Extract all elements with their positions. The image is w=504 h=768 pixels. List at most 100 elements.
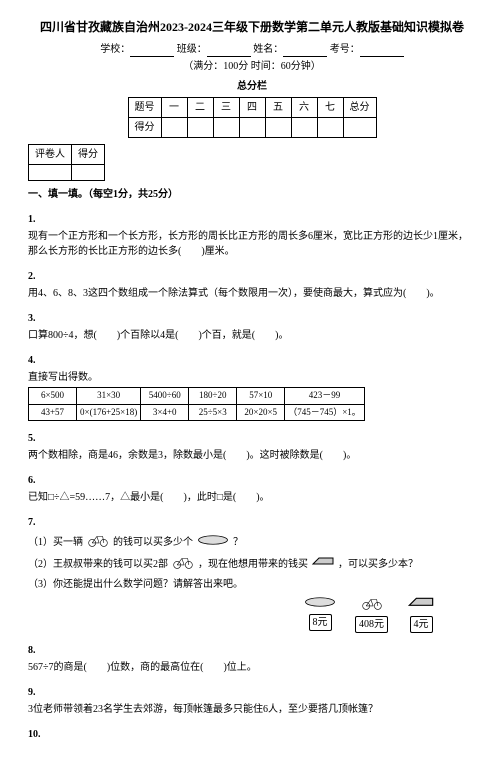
examno-blank bbox=[360, 47, 404, 57]
q-num: 6. bbox=[28, 473, 476, 488]
q-text: 已知□÷△=59……7，△最小是( )，此时□是( )。 bbox=[28, 490, 476, 505]
cell: 四 bbox=[239, 98, 265, 118]
q-num: 4. bbox=[28, 353, 476, 368]
q7-line2: （2）王叔叔带来的钱可以买2部 ，现在他想用带来的钱买 ，可以买多少本？ bbox=[28, 555, 476, 574]
table-row: 43+57 0×(176+25×18) 3×4+0 25÷5×3 20×20×5… bbox=[29, 404, 365, 421]
q-text: 用4、6、8、3这四个数组成一个除法算式（每个数限用一次），要使商最大，算式应为… bbox=[28, 286, 476, 301]
cell bbox=[187, 118, 213, 138]
question-8: 8. 567÷7的商是( )位数，商的最高位在( )位上。 bbox=[28, 643, 476, 675]
cell: 一 bbox=[161, 98, 187, 118]
eraser-icon bbox=[311, 556, 335, 573]
q-text: 现有一个正方形和一个长方形，长方形的周长比正方形的周长多6厘米，宽比正方形的边长… bbox=[28, 229, 476, 259]
bicycle-icon bbox=[360, 596, 384, 615]
cell bbox=[239, 118, 265, 138]
cell: 0×(176+25×18) bbox=[77, 404, 141, 421]
cell: 57×10 bbox=[237, 388, 285, 405]
cell bbox=[29, 165, 72, 181]
q7-l1c: ？ bbox=[233, 535, 243, 550]
q-num: 3. bbox=[28, 311, 476, 326]
oval-item-icon bbox=[196, 534, 230, 551]
cell bbox=[291, 118, 317, 138]
cell: 二 bbox=[187, 98, 213, 118]
question-1: 1. 现有一个正方形和一个长方形，长方形的周长比正方形的周长多6厘米，宽比正方形… bbox=[28, 212, 476, 259]
oval-item-icon bbox=[303, 596, 337, 613]
cell: 25÷5×3 bbox=[189, 404, 237, 421]
question-2: 2. 用4、6、8、3这四个数组成一个除法算式（每个数限用一次），要使商最大，算… bbox=[28, 269, 476, 301]
q-text: 两个数相除，商是46，余数是3，除数最小是( )。这时被除数是( )。 bbox=[28, 448, 476, 463]
cell bbox=[161, 118, 187, 138]
bicycle-icon bbox=[171, 555, 195, 574]
cell bbox=[265, 118, 291, 138]
school-label: 学校： bbox=[100, 44, 130, 55]
q-num: 1. bbox=[28, 212, 476, 227]
cell: 题号 bbox=[128, 98, 161, 118]
table-row: 得分 bbox=[128, 118, 376, 138]
cell: 七 bbox=[317, 98, 343, 118]
price-item-2: 408元 bbox=[355, 596, 388, 633]
table-row: 题号 一 二 三 四 五 六 七 总分 bbox=[128, 98, 376, 118]
judge-table: 评卷人 得分 bbox=[28, 144, 105, 181]
question-10: 10. bbox=[28, 727, 476, 742]
q7-l1b: 的钱可以买多少个 bbox=[113, 535, 193, 550]
q-num: 9. bbox=[28, 685, 476, 700]
examno-label: 考号： bbox=[330, 44, 360, 55]
name-label: 姓名： bbox=[253, 44, 283, 55]
q7-l2c: ，可以买多少本？ bbox=[338, 557, 418, 572]
q-text: 口算800÷4，想( )个百除以4是( )个百，就是( )。 bbox=[28, 328, 476, 343]
q7-l2a: （2）王叔叔带来的钱可以买2部 bbox=[28, 557, 168, 572]
score-caption: 总分栏 bbox=[28, 79, 476, 94]
q7-l1a: （1）买一辆 bbox=[28, 535, 83, 550]
page-title: 四川省甘孜藏族自治州2023-2024三年级下册数学第二单元人教版基础知识模拟卷 bbox=[28, 18, 476, 36]
cell: 3×4+0 bbox=[141, 404, 189, 421]
table-row: 评卷人 得分 bbox=[29, 145, 105, 165]
q-num: 2. bbox=[28, 269, 476, 284]
cell: 180÷20 bbox=[189, 388, 237, 405]
cell: 43+57 bbox=[29, 404, 77, 421]
cell bbox=[213, 118, 239, 138]
q-text: 3位老师带领着23名学生去郊游，每顶帐篷最多只能住6人，至少要搭几顶帐篷？ bbox=[28, 702, 476, 717]
class-label: 班级： bbox=[177, 44, 207, 55]
cell: 六 bbox=[291, 98, 317, 118]
cell: （745－745）×1。 bbox=[285, 404, 365, 421]
cell bbox=[343, 118, 376, 138]
cell: 20×20×5 bbox=[237, 404, 285, 421]
price-label: 408元 bbox=[355, 616, 388, 633]
q-num: 8. bbox=[28, 643, 476, 658]
school-blank bbox=[130, 47, 174, 57]
bicycle-icon bbox=[86, 533, 110, 552]
cell: 得分 bbox=[72, 145, 105, 165]
class-blank bbox=[207, 47, 251, 57]
price-item-3: 4元 bbox=[406, 596, 436, 633]
cell: 5400÷60 bbox=[141, 388, 189, 405]
q-num: 7. bbox=[28, 515, 476, 530]
name-blank bbox=[283, 47, 327, 57]
q7-l2b: ，现在他想用带来的钱买 bbox=[198, 557, 308, 572]
cell: 三 bbox=[213, 98, 239, 118]
table-row bbox=[29, 165, 105, 181]
question-3: 3. 口算800÷4，想( )个百除以4是( )个百，就是( )。 bbox=[28, 311, 476, 343]
q4-table: 6×500 31×30 5400÷60 180÷20 57×10 423－99 … bbox=[28, 387, 365, 421]
meta-fields: 学校： 班级： 姓名： 考号： bbox=[28, 42, 476, 57]
q7-line3: （3）你还能提出什么数学问题？请解答出来吧。 bbox=[28, 577, 476, 592]
cell: 评卷人 bbox=[29, 145, 72, 165]
price-label: 4元 bbox=[410, 616, 433, 633]
table-row: 6×500 31×30 5400÷60 180÷20 57×10 423－99 bbox=[29, 388, 365, 405]
q7-line1: （1）买一辆 的钱可以买多少个 ？ bbox=[28, 533, 476, 552]
q-num: 5. bbox=[28, 431, 476, 446]
price-label: 8元 bbox=[309, 614, 332, 631]
question-5: 5. 两个数相除，商是46，余数是3，除数最小是( )。这时被除数是( )。 bbox=[28, 431, 476, 463]
score-table: 题号 一 二 三 四 五 六 七 总分 得分 bbox=[128, 97, 377, 138]
eraser-icon bbox=[406, 596, 436, 615]
q7-l3: （3）你还能提出什么数学问题？请解答出来吧。 bbox=[28, 577, 243, 592]
question-4: 4. 直接写出得数。 6×500 31×30 5400÷60 180÷20 57… bbox=[28, 353, 476, 421]
question-6: 6. 已知□÷△=59……7，△最小是( )，此时□是( )。 bbox=[28, 473, 476, 505]
cell: 五 bbox=[265, 98, 291, 118]
cell: 总分 bbox=[343, 98, 376, 118]
cell bbox=[317, 118, 343, 138]
q-num: 10. bbox=[28, 727, 476, 742]
cell bbox=[72, 165, 105, 181]
question-9: 9. 3位老师带领着23名学生去郊游，每顶帐篷最多只能住6人，至少要搭几顶帐篷？ bbox=[28, 685, 476, 717]
q-text: 567÷7的商是( )位数，商的最高位在( )位上。 bbox=[28, 660, 476, 675]
cell: 得分 bbox=[128, 118, 161, 138]
cell: 423－99 bbox=[285, 388, 365, 405]
